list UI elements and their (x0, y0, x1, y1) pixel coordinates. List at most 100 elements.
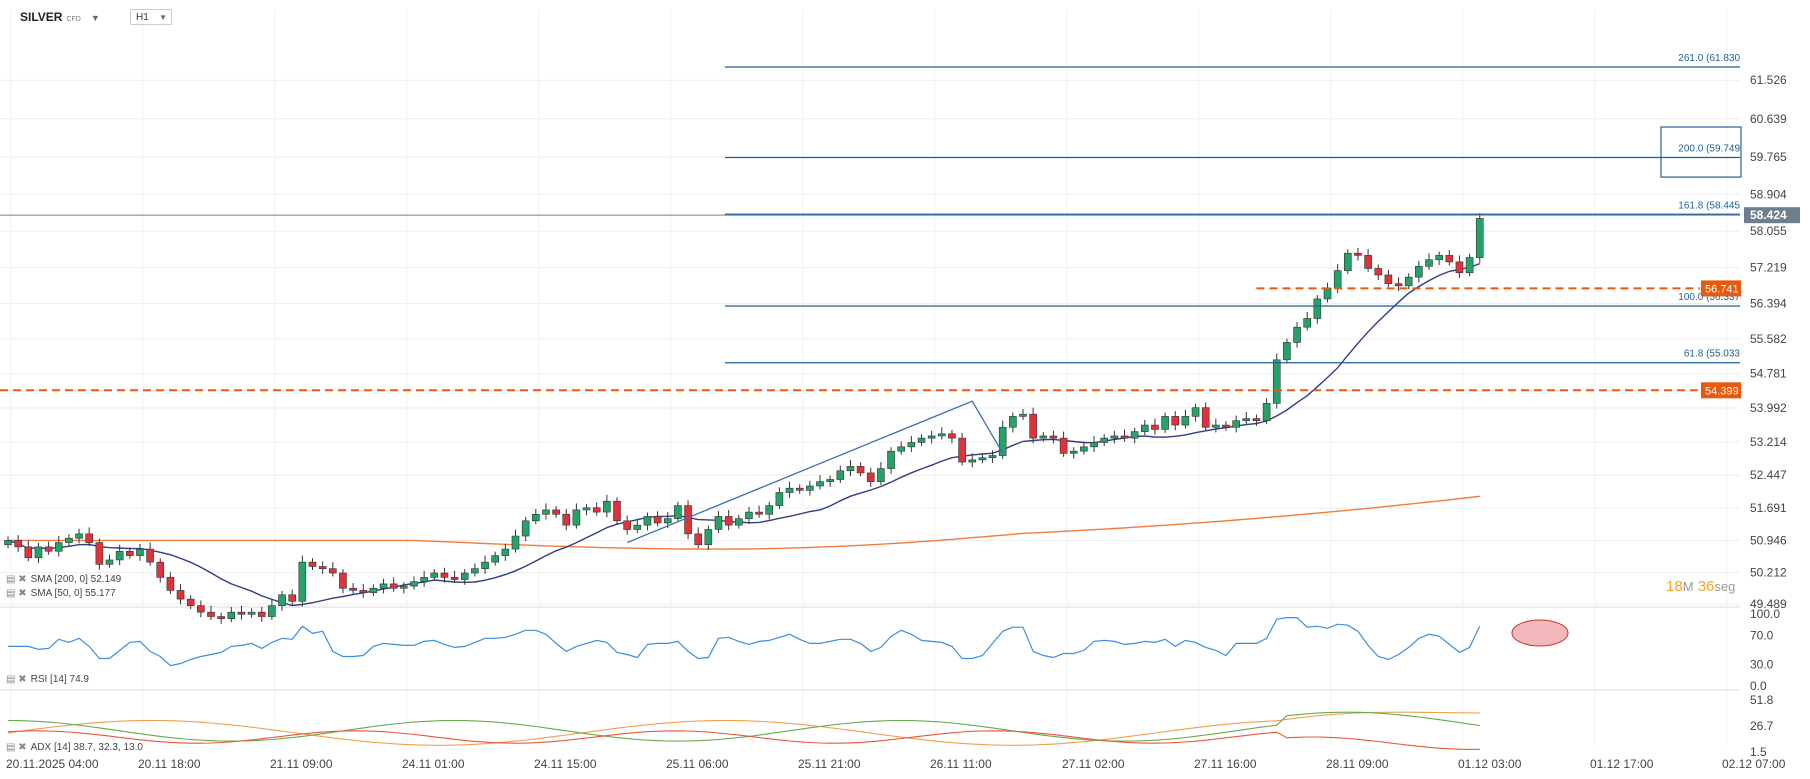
y-tick-label: 52.447 (1750, 468, 1787, 482)
candle-up (1404, 276, 1413, 287)
timeframe-select[interactable]: H1 ▼ (130, 9, 172, 25)
candle-down (1455, 261, 1464, 274)
candle-up (603, 500, 611, 513)
candle-up (227, 611, 236, 620)
candle-up (714, 516, 723, 530)
grid (0, 10, 1740, 745)
candle-up (785, 487, 794, 493)
settings-icon[interactable]: ▤ ✖ (6, 674, 27, 685)
candle-up (1009, 416, 1017, 428)
candle-up (1141, 424, 1149, 432)
candle-down (85, 533, 93, 543)
candle-up (1333, 270, 1342, 289)
candle-up (887, 450, 895, 469)
candle-down (1222, 424, 1230, 428)
sma50-legend[interactable]: ▤ ✖ SMA [50, 0] 55.177 (6, 588, 116, 599)
x-tick-label: 27.11 02:00 (1062, 757, 1125, 771)
candle-down (176, 590, 185, 600)
adx-legend[interactable]: ▤ ✖ ADX [14] 38.7, 32.3, 13.0 (6, 742, 143, 753)
candle-up (1344, 252, 1352, 271)
adx-panel: 51.8 26.7 1.5 (7, 693, 1774, 759)
candle-up (1415, 265, 1423, 278)
candle-up (4, 540, 12, 546)
y-tick-label: 59.765 (1750, 150, 1787, 164)
settings-icon[interactable]: ▤ ✖ (6, 574, 27, 585)
candle-down (288, 594, 297, 602)
rsi-tick-label: 0.0 (1750, 679, 1767, 693)
candle-up (75, 533, 83, 539)
candle-down (592, 507, 601, 513)
candle-up (745, 511, 753, 519)
fib-level-label: 200.0 (59.749 (1678, 144, 1740, 155)
candle-up (501, 548, 510, 556)
candle-up (511, 535, 520, 550)
candle-down (866, 472, 875, 482)
sma200-legend[interactable]: ▤ ✖ SMA [200, 0] 52.149 (6, 574, 122, 585)
candle-down (207, 611, 215, 617)
candle-up (481, 561, 489, 569)
symbol-badge: CFD (66, 16, 81, 23)
candle-up (1212, 424, 1220, 428)
candle-down (389, 583, 398, 589)
candles (4, 213, 1484, 624)
candle-up (816, 481, 824, 487)
settings-icon[interactable]: ▤ ✖ (6, 588, 27, 599)
candle-up (1080, 446, 1088, 452)
candle-up (1019, 413, 1027, 417)
candle-up (420, 577, 428, 583)
candle-up (1323, 287, 1332, 300)
candle-up (1191, 407, 1200, 417)
candle-down (694, 533, 703, 546)
candle-down (1059, 437, 1068, 454)
candle-down (684, 505, 692, 535)
level-box (1701, 280, 1741, 297)
y-tick-label: 58.055 (1750, 224, 1787, 238)
candle-down (197, 605, 205, 613)
y-tick-label: 60.639 (1750, 112, 1787, 126)
candle-up (471, 568, 479, 574)
sma-50-line (7, 262, 1481, 607)
adx-tick-label: 51.8 (1750, 693, 1774, 707)
candle-up (136, 548, 144, 556)
candle-up (734, 518, 743, 526)
candle-up (988, 455, 997, 459)
candle-up (278, 594, 286, 606)
candle-up (572, 509, 581, 526)
settings-icon[interactable]: ▤ ✖ (6, 742, 27, 753)
highlight-ellipse (1511, 619, 1569, 647)
y-tick-label: 54.781 (1750, 367, 1787, 381)
candle-down (613, 500, 621, 522)
candle-up (937, 433, 946, 437)
candle-up (1100, 437, 1108, 443)
x-tick-label: 01.12 03:00 (1458, 757, 1522, 771)
candle-down (95, 542, 104, 565)
symbol-selector[interactable]: SILVER CFD ▼ (20, 10, 100, 24)
candle-up (704, 529, 713, 546)
candle-up (410, 581, 418, 587)
timeframe-value: H1 (136, 12, 149, 23)
candle-down (1445, 255, 1454, 263)
candle-up (1262, 403, 1271, 422)
candle-up (674, 505, 682, 519)
fib-level-label: 100.0 (56.337 (1678, 292, 1740, 303)
candle-up (1425, 259, 1433, 267)
drawings (626, 400, 1569, 647)
candle-up (1283, 342, 1291, 361)
candle-up (907, 442, 916, 448)
rsi-tick-label: 70.0 (1750, 629, 1774, 643)
candle-down (14, 540, 22, 548)
candle-down (349, 587, 357, 591)
rsi-legend[interactable]: ▤ ✖ RSI [14] 74.9 (6, 674, 89, 685)
candle-up (1161, 416, 1169, 430)
candle-down (562, 513, 571, 526)
y-tick-label: 53.992 (1750, 401, 1787, 415)
candle-down (156, 561, 165, 578)
candle-down (795, 487, 804, 491)
x-tick-label: 20.11 18:00 (138, 757, 201, 771)
candle-down (1151, 424, 1159, 430)
candle-down (1049, 435, 1058, 439)
y-tick-label: 51.691 (1750, 501, 1787, 515)
candle-up (968, 459, 977, 463)
candle-down (328, 568, 337, 574)
